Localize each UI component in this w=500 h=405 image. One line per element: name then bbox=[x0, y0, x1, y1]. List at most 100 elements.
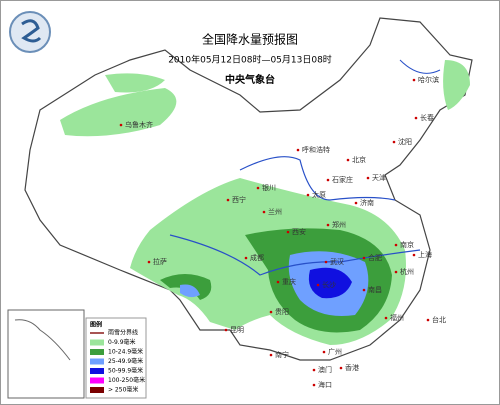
city-label: 长沙 bbox=[322, 280, 336, 289]
city-dot bbox=[226, 198, 230, 202]
city-label: 北京 bbox=[352, 155, 366, 164]
legend-swatch bbox=[90, 349, 104, 355]
legend-swatch bbox=[90, 358, 104, 365]
city-label: 西宁 bbox=[232, 195, 246, 204]
period: 2010年05月12日08时—05月13日08时 bbox=[168, 54, 332, 66]
river bbox=[169, 234, 421, 276]
city-label: 武汉 bbox=[330, 257, 344, 266]
city-label: 昆明 bbox=[230, 326, 244, 334]
city-label: 兰州 bbox=[268, 207, 282, 216]
city-dot bbox=[119, 123, 123, 127]
city-label: 哈尔滨 bbox=[418, 75, 439, 84]
city-dot bbox=[312, 383, 316, 387]
city-label: 天津 bbox=[372, 174, 386, 182]
inset-coast bbox=[14, 319, 71, 361]
city-dot bbox=[392, 140, 396, 144]
city-label: 上海 bbox=[418, 250, 432, 259]
city-dot bbox=[414, 116, 418, 120]
rain-area bbox=[105, 73, 165, 93]
rain-area bbox=[180, 284, 200, 298]
rain-area bbox=[60, 88, 177, 137]
logo bbox=[9, 11, 51, 53]
city-dot bbox=[384, 316, 388, 320]
city-dot bbox=[286, 230, 290, 234]
city-dot bbox=[412, 78, 416, 82]
legend-label: 50-99.9毫米 bbox=[108, 367, 143, 375]
legend-swatch bbox=[90, 339, 104, 346]
city-dot bbox=[296, 148, 300, 152]
legend-box bbox=[85, 317, 147, 399]
logo-mark bbox=[21, 19, 42, 43]
city-label: 太原 bbox=[312, 190, 326, 199]
city-dot bbox=[322, 350, 326, 354]
city-label: 澳门 bbox=[318, 365, 332, 374]
city-dot bbox=[362, 288, 366, 292]
city-label: 西安 bbox=[292, 227, 306, 236]
title: 全国降水量预报图 bbox=[202, 32, 298, 47]
river bbox=[239, 156, 396, 201]
city-label: 郑州 bbox=[332, 221, 346, 229]
city-dot bbox=[362, 256, 366, 260]
city-label: 乌鲁木齐 bbox=[125, 120, 153, 129]
city-dot bbox=[276, 280, 280, 284]
city-label: 银川 bbox=[262, 183, 276, 192]
rain-area bbox=[308, 267, 352, 299]
city-dot bbox=[312, 368, 316, 372]
city-label: 海口 bbox=[318, 380, 332, 389]
legend-label: 0-9.9毫米 bbox=[108, 338, 136, 346]
city-label: 石家庄 bbox=[332, 175, 353, 184]
city-label: 长春 bbox=[420, 113, 434, 122]
issuer: 中央气象台 bbox=[225, 73, 275, 86]
city-dot bbox=[244, 256, 248, 260]
city-label: 沈阳 bbox=[398, 137, 412, 146]
legend-swatch bbox=[90, 377, 104, 384]
legend-label: 100-250毫米 bbox=[108, 376, 145, 384]
legend-label: 10-24.9毫米 bbox=[108, 348, 143, 356]
city-dot bbox=[269, 353, 273, 357]
city-dot bbox=[326, 178, 330, 182]
legend-label: 雨雪分界线 bbox=[108, 329, 138, 337]
city-label: 南宁 bbox=[275, 350, 289, 359]
city-dot bbox=[324, 260, 328, 264]
city-dot bbox=[326, 223, 330, 227]
legend-swatch bbox=[90, 368, 104, 374]
river bbox=[399, 59, 441, 74]
city-dot bbox=[394, 270, 398, 274]
city-label: 广州 bbox=[328, 347, 342, 356]
city-label: 杭州 bbox=[400, 267, 414, 276]
city-label: 福州 bbox=[390, 313, 404, 322]
city-dot bbox=[269, 310, 273, 314]
city-dot bbox=[366, 176, 370, 180]
city-dot bbox=[316, 283, 320, 287]
city-label: 拉萨 bbox=[153, 257, 167, 266]
legend-label: 25-49.9毫米 bbox=[108, 357, 143, 365]
city-label: 台北 bbox=[432, 315, 446, 324]
city-dot bbox=[306, 193, 310, 197]
city-label: 成都 bbox=[250, 253, 264, 262]
city-dot bbox=[346, 158, 350, 162]
inset-map bbox=[7, 309, 85, 399]
legend-swatch bbox=[90, 387, 104, 393]
city-dot bbox=[394, 243, 398, 247]
city-label: 合肥 bbox=[368, 253, 382, 262]
city-dot bbox=[354, 201, 358, 205]
city-label: 香港 bbox=[345, 363, 359, 372]
city-label: 济南 bbox=[360, 198, 374, 207]
city-label: 贵阳 bbox=[275, 307, 289, 316]
city-label: 呼和浩特 bbox=[302, 145, 330, 154]
city-label: 南京 bbox=[400, 240, 414, 249]
city-dot bbox=[256, 186, 260, 190]
legend-title: 图例 bbox=[90, 321, 102, 329]
rain-area bbox=[443, 60, 470, 110]
city-label: 重庆 bbox=[282, 277, 296, 286]
city-dot bbox=[426, 318, 430, 322]
city-label: 南昌 bbox=[368, 285, 382, 294]
city-dot bbox=[339, 366, 343, 370]
city-dot bbox=[412, 253, 416, 257]
city-dot bbox=[262, 210, 266, 214]
legend-label: > 250毫米 bbox=[108, 386, 138, 394]
city-dot bbox=[147, 260, 151, 264]
city-dot bbox=[224, 328, 228, 332]
